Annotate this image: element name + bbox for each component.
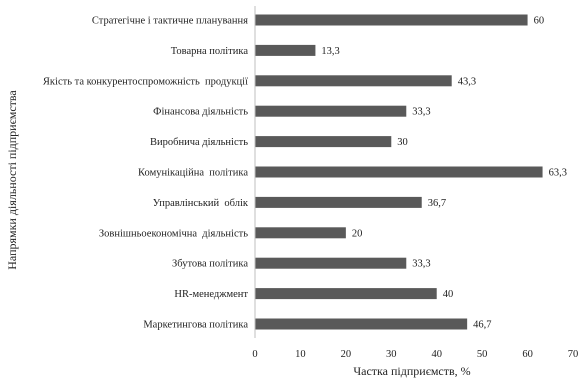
- category-label: Якість та конкурентоспроможність продукц…: [43, 76, 248, 87]
- category-label: Виробнича діяльність: [150, 137, 248, 148]
- data-label: 63,3: [549, 168, 567, 179]
- x-tick-label: 20: [341, 349, 352, 360]
- category-label: Фінансова діяльність: [153, 107, 248, 118]
- data-label: 20: [352, 228, 363, 239]
- data-label: 36,7: [428, 198, 446, 209]
- category-label: Комунікаційна політика: [138, 168, 248, 179]
- data-label: 33,3: [412, 107, 430, 118]
- bar: [255, 105, 407, 117]
- x-tick-label: 0: [252, 349, 257, 360]
- category-label: HR-менеджмент: [174, 289, 248, 300]
- category-label: Стратегічне і тактичне планування: [92, 16, 248, 27]
- bar: [255, 14, 528, 26]
- data-label: 13,3: [321, 46, 339, 57]
- bar: [255, 44, 316, 56]
- data-label: 43,3: [458, 76, 476, 87]
- category-label: Збутова політика: [172, 259, 248, 270]
- bar: [255, 196, 422, 208]
- bar: [255, 288, 437, 300]
- value-labels: 60 13,3 43,3 33,3 30 63,3 36,7 20 33,3 40 46,7: [321, 16, 567, 331]
- bar: [255, 136, 392, 148]
- x-axis: 0 10 20 30 40 50 60 70: [252, 6, 578, 360]
- bar: [255, 227, 346, 239]
- category-label: Управлінський облік: [153, 198, 249, 209]
- bar: [255, 318, 468, 330]
- x-tick-label: 30: [386, 349, 397, 360]
- data-label: 60: [534, 16, 545, 27]
- bar: [255, 166, 543, 178]
- x-tick-label: 60: [522, 349, 533, 360]
- category-labels: Стратегічне і тактичне планування Товарна…: [43, 16, 249, 331]
- x-tick-label: 10: [295, 349, 306, 360]
- x-axis-title: Частка підприємств, %: [353, 364, 470, 378]
- x-tick-label: 40: [431, 349, 442, 360]
- data-label: 46,7: [473, 320, 491, 331]
- data-label: 30: [397, 137, 408, 148]
- data-label: 40: [443, 289, 454, 300]
- x-tick-label: 50: [477, 349, 488, 360]
- category-label: Зовнішньоекономічна діяльність: [99, 228, 248, 239]
- category-label: Маркетингова політика: [143, 320, 248, 331]
- category-label: Товарна політика: [171, 46, 249, 57]
- bar: [255, 75, 452, 87]
- x-tick-label: 70: [568, 349, 579, 360]
- bar: [255, 257, 407, 269]
- data-label: 33,3: [412, 259, 430, 270]
- bars: [255, 14, 543, 330]
- y-axis-title: Напрямки діяльності підприємства: [5, 90, 19, 270]
